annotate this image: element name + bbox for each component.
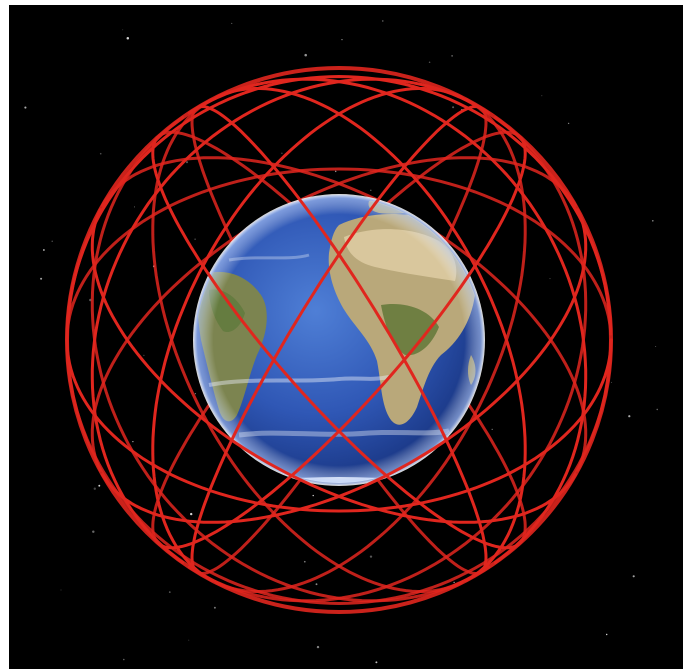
page-title	[0, 21, 1, 22]
orbit-track	[196, 104, 488, 573]
star	[369, 555, 373, 558]
orbit-track	[101, 208, 588, 524]
star	[375, 661, 378, 664]
star	[123, 658, 125, 661]
star	[43, 249, 45, 251]
star	[132, 440, 134, 443]
star	[652, 220, 654, 222]
orbit-track	[215, 87, 527, 582]
star	[190, 512, 193, 516]
star	[51, 240, 53, 242]
star	[628, 415, 631, 418]
star	[93, 487, 96, 490]
star	[40, 277, 43, 280]
star	[541, 95, 543, 97]
star	[341, 38, 343, 41]
star	[231, 22, 233, 24]
star	[312, 494, 314, 497]
space-scene	[9, 5, 683, 669]
star	[453, 581, 455, 584]
star	[99, 152, 102, 155]
star	[491, 428, 493, 431]
orbit-shell-outline	[65, 66, 613, 614]
star	[126, 36, 130, 40]
star	[382, 20, 384, 22]
orbit-track	[65, 338, 613, 606]
star	[452, 106, 455, 109]
orbit-track	[151, 136, 521, 550]
star	[134, 206, 136, 208]
star	[122, 29, 124, 31]
orbit-track	[65, 338, 613, 513]
star	[194, 238, 196, 240]
star	[303, 560, 306, 563]
star	[185, 161, 189, 164]
star	[188, 639, 190, 641]
star	[98, 484, 101, 487]
orbit-track	[90, 116, 491, 603]
star	[281, 152, 283, 154]
star	[143, 354, 145, 357]
star	[24, 106, 27, 109]
star	[334, 170, 337, 173]
star	[605, 633, 608, 636]
orbit-track	[151, 98, 463, 593]
star	[304, 53, 307, 57]
star	[428, 61, 431, 64]
star	[60, 589, 62, 591]
satellite-orbit-tracks-icon	[65, 66, 613, 614]
star	[315, 583, 318, 586]
star	[370, 189, 372, 192]
star	[655, 346, 657, 348]
star	[549, 278, 551, 280]
star	[611, 381, 613, 383]
star	[316, 645, 320, 649]
star	[168, 591, 171, 593]
star	[194, 393, 196, 395]
orbit-track	[65, 74, 613, 342]
satellite-constellation-illustration	[24, 20, 658, 664]
orbit-track	[190, 104, 482, 573]
star	[656, 408, 658, 411]
orbit-track	[151, 87, 463, 582]
orbit-track	[65, 167, 613, 342]
star	[92, 530, 95, 533]
star	[213, 606, 216, 609]
earth-globe-icon	[193, 194, 485, 486]
star	[451, 55, 453, 57]
star	[632, 575, 635, 578]
orbit-track	[90, 77, 491, 564]
star	[567, 122, 570, 125]
